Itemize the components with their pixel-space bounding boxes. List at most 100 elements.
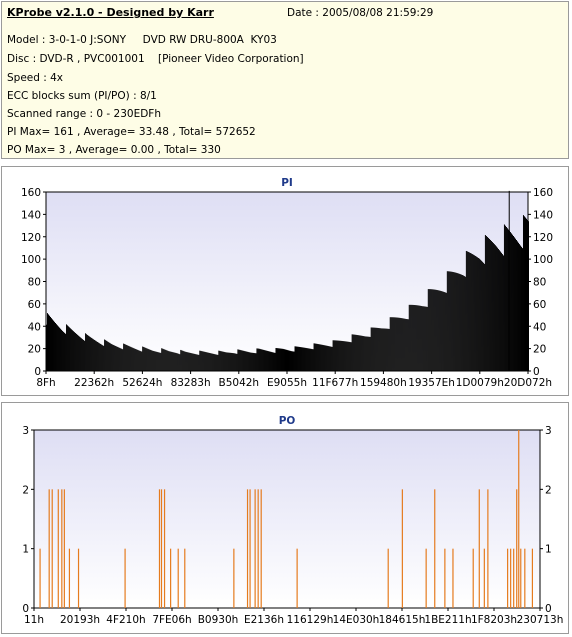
pi-bar xyxy=(444,292,446,371)
pi-bar xyxy=(363,336,365,371)
pi-bar xyxy=(176,353,178,371)
pi-bar xyxy=(506,228,508,371)
pi-bar xyxy=(229,352,231,371)
pi-bar xyxy=(243,350,245,371)
pi-bar xyxy=(261,349,263,371)
pi-bar xyxy=(440,291,442,371)
x-tick-label: 116129h xyxy=(287,614,334,626)
pi-bar xyxy=(142,346,144,371)
pi-bar xyxy=(385,328,387,371)
pi-bar xyxy=(139,350,141,371)
pi-bar xyxy=(57,325,59,371)
pi-bar xyxy=(277,348,279,371)
pi-bar xyxy=(309,348,311,371)
pi-bar xyxy=(136,349,138,371)
pi-bar xyxy=(365,336,367,371)
pi-bar xyxy=(53,320,55,371)
pi-bar xyxy=(109,342,111,371)
pi-bar xyxy=(164,349,166,371)
pi-bar xyxy=(380,328,382,371)
pi-bar xyxy=(93,339,95,371)
x-tick-label: 184615h xyxy=(379,614,426,626)
pi-bar xyxy=(46,324,47,371)
pi-bar xyxy=(212,353,214,371)
x-tick-label: 230713h xyxy=(517,614,564,626)
pi-bar xyxy=(429,289,431,371)
pi-bar xyxy=(221,351,223,371)
pi-bar xyxy=(88,335,90,371)
chart-title: PI xyxy=(281,177,293,189)
pi-bar xyxy=(505,227,507,371)
y-tick-label-left: 3 xyxy=(22,425,29,437)
y-tick-label-left: 80 xyxy=(28,277,41,289)
pi-bar xyxy=(401,318,403,371)
x-tick-label: 4F210h xyxy=(106,614,145,626)
pi-bar xyxy=(222,351,224,371)
pi-bar xyxy=(523,216,525,371)
pi-bar xyxy=(242,350,244,371)
pi-bar xyxy=(420,305,422,371)
pi-bar xyxy=(201,351,203,371)
pi-bar xyxy=(326,345,328,371)
y-tick-label-right: 140 xyxy=(533,209,553,221)
pi-bar xyxy=(390,317,392,371)
pi-bar xyxy=(474,255,476,371)
pi-bar xyxy=(405,319,407,371)
pi-bar xyxy=(514,238,516,371)
pi-bar xyxy=(113,345,115,371)
pi-bar xyxy=(407,319,409,371)
pi-bar xyxy=(267,351,269,371)
pi-bar xyxy=(211,353,213,371)
pi-bar xyxy=(498,250,500,371)
pi-bar xyxy=(91,337,93,371)
pi-bar xyxy=(436,290,438,371)
pi-bar xyxy=(173,352,175,371)
pi-bar xyxy=(421,306,423,371)
pi-bar xyxy=(308,348,310,371)
pi-bar xyxy=(128,345,130,371)
y-tick-label-right: 0 xyxy=(545,603,552,615)
pi-bar xyxy=(354,334,356,371)
pi-bar xyxy=(132,347,134,371)
pi-bar xyxy=(360,335,362,371)
pi-bar xyxy=(247,351,249,371)
pi-bar xyxy=(516,241,518,371)
pi-bar xyxy=(294,346,296,371)
pi-bar xyxy=(115,345,117,371)
pi-bar xyxy=(496,247,498,371)
pi-bar xyxy=(387,328,389,371)
pi-bar xyxy=(350,342,352,371)
pi-bar xyxy=(476,257,478,371)
pi-bar xyxy=(352,334,354,371)
pi-bar xyxy=(58,326,60,371)
pi-bar xyxy=(197,354,199,371)
pi-bar xyxy=(486,236,488,371)
pi-bar xyxy=(244,351,246,371)
pi-bar xyxy=(196,354,198,371)
pi-bar xyxy=(255,353,257,371)
pi-bar xyxy=(372,327,374,371)
pi-bar xyxy=(188,352,190,371)
pi-bar xyxy=(398,317,400,371)
pi-bar xyxy=(114,345,116,371)
pi-bar xyxy=(306,348,308,371)
pi-bar xyxy=(288,350,290,371)
pi-bar xyxy=(339,340,341,371)
pi-bar xyxy=(297,346,299,371)
pi-bar xyxy=(316,343,318,371)
pi-bar xyxy=(287,350,289,371)
x-tick-label: 52624h xyxy=(122,377,162,389)
pi-bar xyxy=(51,318,53,371)
pi-bar xyxy=(254,353,256,371)
pi-bar xyxy=(396,317,398,371)
pi-bar xyxy=(442,291,444,371)
pi-bar xyxy=(225,352,227,371)
x-tick-label: 1D0079h xyxy=(456,377,504,389)
pi-bar xyxy=(102,345,104,371)
pi-bar xyxy=(213,353,215,371)
pi-bar xyxy=(344,341,346,371)
pi-bar xyxy=(461,275,463,371)
pi-bar xyxy=(337,340,339,371)
pi-bar xyxy=(458,273,460,371)
pi-bar xyxy=(443,292,445,371)
